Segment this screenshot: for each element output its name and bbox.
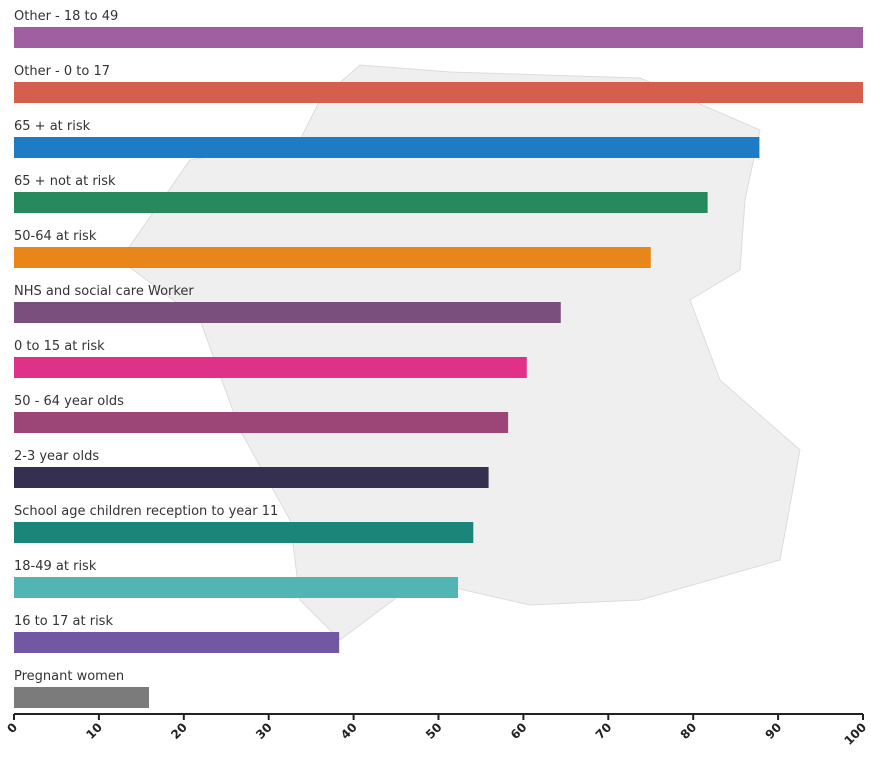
bar [14,687,149,708]
bar-label: Pregnant women [14,669,124,684]
x-tick-label: 90 [763,720,785,742]
bar [14,467,489,488]
bar [14,137,760,158]
bar-label: Other - 18 to 49 [14,9,118,24]
bar-label: 65 + at risk [14,119,91,134]
bar-label: 2-3 year olds [14,449,99,464]
bar [14,302,561,323]
bar [14,577,459,598]
bar-label: School age children reception to year 11 [14,504,278,519]
bar-label: 16 to 17 at risk [14,614,113,629]
bar-label: NHS and social care Worker [14,284,194,299]
bar-label: 65 + not at risk [14,174,116,189]
x-tick-label: 60 [508,720,530,742]
x-tick-label: 50 [423,720,445,742]
bar-label: 50 - 64 year olds [14,394,124,409]
bar-label: 0 to 15 at risk [14,339,105,354]
bar-label: 50-64 at risk [14,229,97,244]
x-tick-label: 80 [678,720,700,742]
x-tick-label: 0 [4,720,20,736]
bar [14,192,708,213]
bar [14,412,509,433]
x-tick-label: 70 [593,720,615,742]
bar-label: 18-49 at risk [14,559,97,574]
x-tick-label: 100 [841,720,869,748]
bar [14,82,863,103]
bar [14,27,863,48]
x-tick-label: 10 [83,720,105,742]
bar [14,632,340,653]
bar [14,357,527,378]
x-tick-label: 30 [253,720,275,742]
bar [14,247,651,268]
x-tick-label: 40 [338,720,360,742]
bar-label: Other - 0 to 17 [14,64,110,79]
bar [14,522,474,543]
x-tick-label: 20 [168,720,190,742]
